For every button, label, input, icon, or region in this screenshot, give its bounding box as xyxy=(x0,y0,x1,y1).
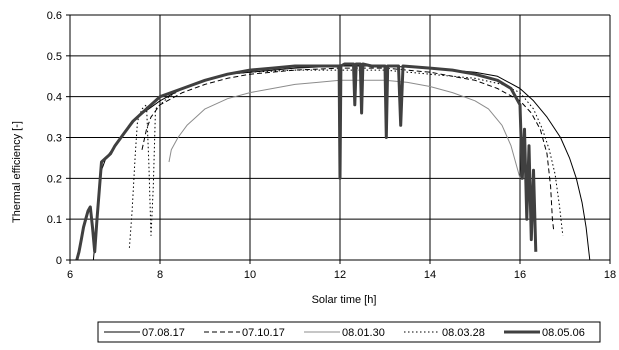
axes: 0 0.1 0.2 0.3 0.4 0.5 0.6 6 8 10 12 14 16 18 xyxy=(47,10,616,281)
series-layer xyxy=(75,62,591,261)
legend-box xyxy=(97,321,601,343)
legend: 07.08.17 07.10.17 08.01.30 08.03.28 08.05.06 xyxy=(97,321,601,343)
y-tick-label: 0.6 xyxy=(47,10,62,22)
x-tick-label: 10 xyxy=(244,269,256,281)
y-tick-label: 0.2 xyxy=(47,173,62,185)
legend-label: 08.01.30 xyxy=(342,327,385,339)
y-tick-label: 0.3 xyxy=(47,133,62,145)
x-tick-label: 14 xyxy=(424,269,436,281)
y-axis-title: Thermal efficiency [-] xyxy=(11,121,23,223)
x-tick-label: 12 xyxy=(334,269,346,281)
y-tick-label: 0.1 xyxy=(47,214,62,226)
legend-label: 07.08.17 xyxy=(142,327,185,339)
series-line-1 xyxy=(141,67,555,232)
legend-label: 07.10.17 xyxy=(242,327,285,339)
x-tick-label: 8 xyxy=(157,269,163,281)
series-line-4 xyxy=(75,62,538,261)
y-tick-label: 0.5 xyxy=(47,51,62,63)
x-axis-title: Solar time [h] xyxy=(312,294,377,306)
x-tick-label: 6 xyxy=(67,269,73,281)
legend-label: 08.03.28 xyxy=(442,327,485,339)
legend-label: 08.05.06 xyxy=(542,327,585,339)
x-tick-label: 16 xyxy=(514,269,526,281)
y-tick-label: 0.4 xyxy=(47,92,62,104)
x-tick-label: 18 xyxy=(604,269,616,281)
y-tick-label: 0 xyxy=(56,255,62,267)
